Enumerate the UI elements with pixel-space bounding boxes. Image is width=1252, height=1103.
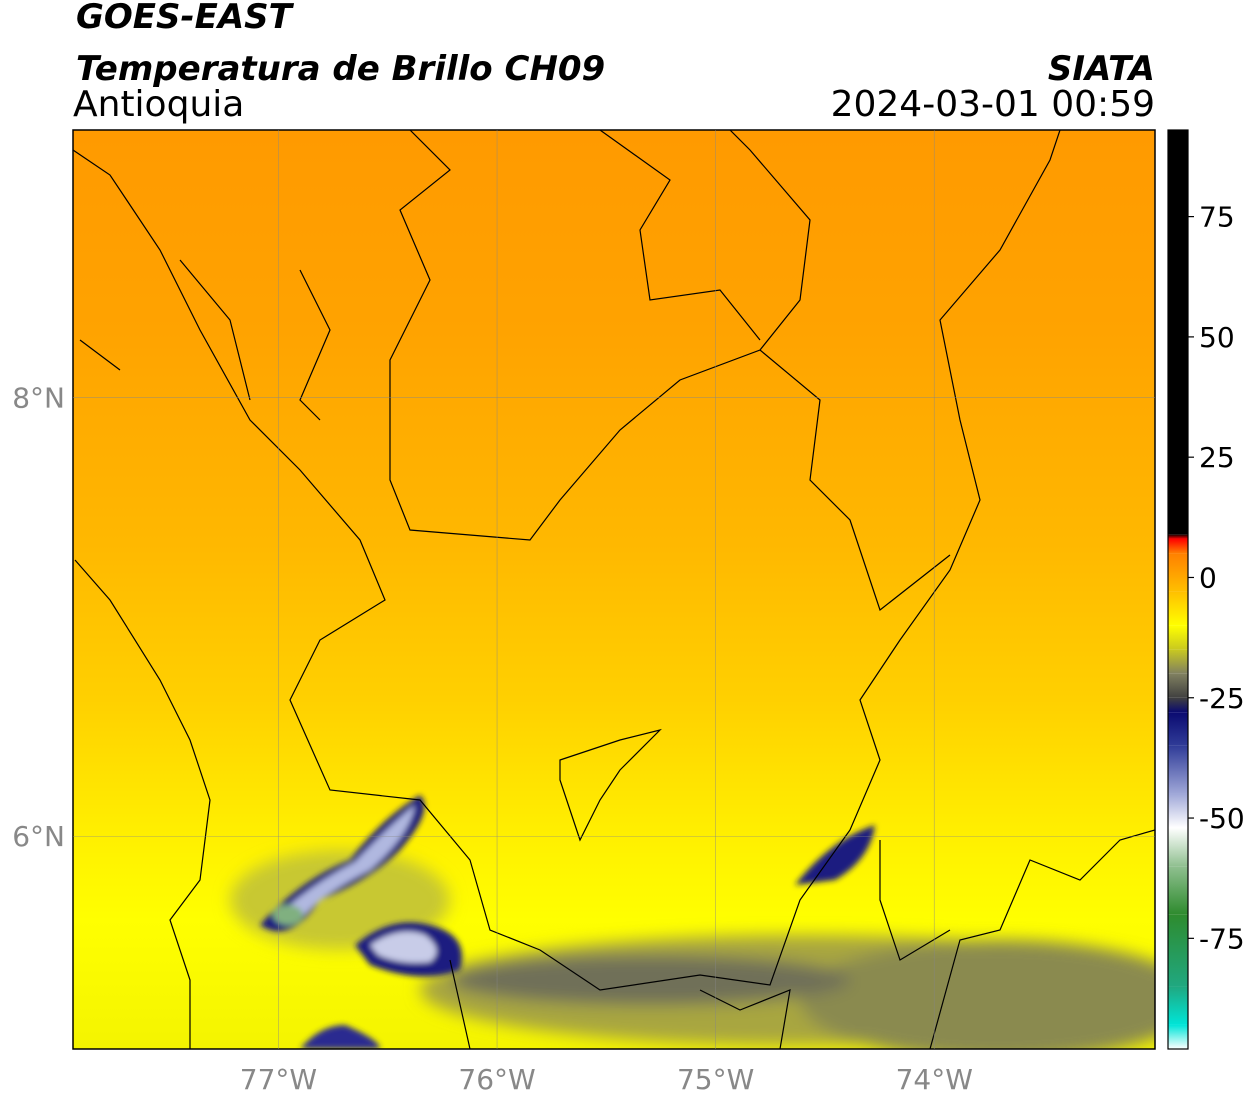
colorbar-segment (1168, 712, 1188, 746)
x-tick-label: 74°W (896, 1063, 973, 1096)
colorbar-tick-label: 75 (1199, 201, 1235, 234)
colorbar-segment (1168, 827, 1188, 867)
y-tick-label: 6°N (12, 820, 65, 853)
colorbar-segment (1168, 866, 1188, 915)
colorbar-segment (1168, 745, 1188, 794)
colorbar-segment (1168, 793, 1188, 828)
colorbar-segment (1168, 534, 1188, 539)
colorbar-segment (1168, 649, 1188, 674)
title: GOES-EAST (76, 0, 295, 37)
colorbar-segment (1168, 553, 1188, 592)
subtitle: Temperatura de Brillo CH09 (76, 49, 605, 89)
colorbar-tick-label: 0 (1199, 561, 1217, 594)
x-tick-label: 75°W (677, 1063, 754, 1096)
colorbar-tick-label: -75 (1199, 922, 1245, 955)
colorbar-segment (1168, 914, 1188, 987)
map-image (73, 130, 1155, 1049)
source: SIATA (1048, 49, 1155, 89)
colorbar-segment (1168, 591, 1188, 626)
region: Antioquia (73, 84, 244, 125)
x-tick-label: 76°W (458, 1063, 535, 1096)
colorbar-tick-label: 50 (1199, 321, 1235, 354)
colorbar-segment (1168, 1024, 1188, 1049)
x-tick-label: 77°W (240, 1063, 317, 1096)
colorbar-segment (1168, 625, 1188, 650)
colorbar-segment (1168, 697, 1188, 713)
y-tick-label: 8°N (12, 382, 65, 415)
colorbar-tick-label: -50 (1199, 802, 1245, 835)
colorbar-segment (1168, 673, 1188, 698)
colorbar-segment (1168, 130, 1188, 535)
colorbar-frame (1167, 129, 1189, 1050)
colorbar-segment (1168, 986, 1188, 1025)
colorbar-tick-label: -25 (1199, 682, 1245, 715)
colorbar-tick-label: 25 (1199, 441, 1235, 474)
colorbar-segment (1168, 538, 1188, 554)
map-frame (72, 129, 1156, 1050)
datetime: 2024-03-01 00:59 (831, 84, 1155, 125)
